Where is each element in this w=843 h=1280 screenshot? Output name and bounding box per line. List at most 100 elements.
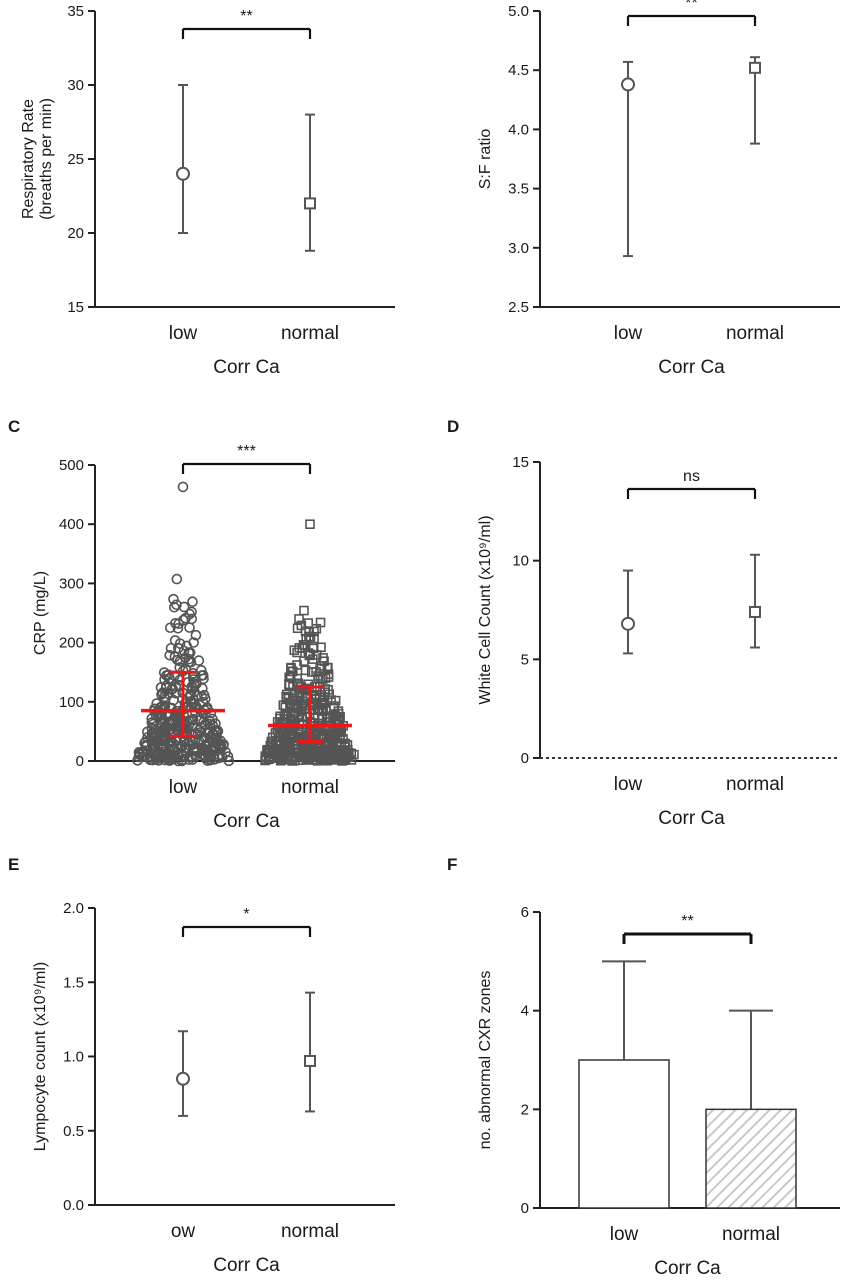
y-tick-label: 0 xyxy=(76,753,84,770)
x-axis-title: Corr Ca xyxy=(213,1255,280,1276)
data-point xyxy=(172,622,184,634)
x-axis-title: Corr Ca xyxy=(654,1258,721,1279)
y-tick-label: 15 xyxy=(67,299,84,316)
data-point xyxy=(294,643,305,653)
significance-bracket: ** xyxy=(626,0,757,26)
data-point xyxy=(330,748,340,758)
data-point xyxy=(183,653,195,665)
data-point xyxy=(171,573,183,585)
y-tick-label: 100 xyxy=(59,694,84,711)
x-tick-label: normal xyxy=(726,774,784,795)
x-tick-label: ow xyxy=(171,1221,196,1242)
data-point xyxy=(188,744,199,756)
data-point xyxy=(160,693,171,705)
significance-label: *** xyxy=(237,443,256,460)
y-tick-label: 5 xyxy=(521,651,529,668)
x-axis-title: Corr Ca xyxy=(213,811,280,832)
data-point xyxy=(161,750,172,762)
y-axis-title: no. abnormal CXR zones xyxy=(477,971,494,1150)
data-point xyxy=(316,698,327,709)
data-point xyxy=(223,755,235,767)
data-point xyxy=(309,633,319,644)
data-point xyxy=(297,700,308,710)
significance-label: ** xyxy=(240,8,252,25)
significance-bracket: * xyxy=(181,906,312,937)
data-point xyxy=(186,606,197,618)
y-tick-label: 0 xyxy=(521,1200,529,1217)
panel-letter: D xyxy=(447,417,459,436)
x-tick-label: low xyxy=(614,323,643,344)
data-point xyxy=(161,680,172,692)
error-bar xyxy=(621,60,635,258)
y-axis-title-line: (breaths per min) xyxy=(38,98,55,220)
y-tick-label: 400 xyxy=(59,516,84,533)
median-marker-square xyxy=(749,605,761,618)
data-point xyxy=(193,655,205,666)
y-tick-label: 0 xyxy=(521,750,529,767)
data-point-max xyxy=(177,481,189,493)
y-tick-label: 0.0 xyxy=(63,1197,84,1214)
data-point xyxy=(334,722,344,733)
y-tick-label: 30 xyxy=(67,77,84,94)
data-point xyxy=(326,695,336,705)
x-tick-label: low xyxy=(614,774,643,795)
data-point xyxy=(203,750,214,762)
data-point xyxy=(186,681,198,692)
significance-label: ** xyxy=(685,0,697,12)
median-marker-circle xyxy=(621,616,635,631)
data-point xyxy=(178,601,190,613)
y-axis-title: CRP (mg/L) xyxy=(32,571,49,655)
y-tick-label: 4.5 xyxy=(508,62,529,79)
data-point xyxy=(265,752,276,763)
data-point xyxy=(157,716,168,727)
data-point xyxy=(340,746,350,757)
significance-bracket: ns xyxy=(626,468,757,499)
data-point xyxy=(333,706,344,716)
error-bar xyxy=(176,1030,190,1117)
data-point xyxy=(209,754,220,765)
bar-group xyxy=(705,1009,797,1209)
error-bar xyxy=(749,56,761,145)
data-point xyxy=(172,751,184,762)
error-bar xyxy=(141,670,225,738)
error-bar xyxy=(621,569,635,655)
data-point xyxy=(172,654,183,666)
data-point xyxy=(171,599,182,611)
data-point xyxy=(211,724,223,736)
y-tick-label: 3.5 xyxy=(508,181,529,198)
data-point xyxy=(207,713,218,725)
data-point xyxy=(190,707,201,718)
error-bar xyxy=(176,84,190,234)
bar-group xyxy=(578,960,670,1209)
data-point xyxy=(164,622,176,634)
data-point xyxy=(302,748,312,758)
y-tick-label: 25 xyxy=(67,151,84,168)
x-tick-label: normal xyxy=(722,1224,780,1245)
data-point xyxy=(154,727,165,739)
data-point xyxy=(218,740,229,752)
data-point xyxy=(159,748,171,760)
y-tick-label: 20 xyxy=(67,225,84,242)
data-point xyxy=(165,642,177,654)
significance-bracket: ** xyxy=(622,913,753,944)
data-point xyxy=(184,647,196,658)
y-tick-label: 2 xyxy=(521,1101,529,1118)
data-point xyxy=(173,642,184,654)
data-point xyxy=(150,754,162,766)
y-axis-title: White Cell Count (x10⁹/ml) xyxy=(477,515,494,704)
x-tick-label: low xyxy=(169,323,198,344)
error-bar xyxy=(749,553,761,649)
data-point xyxy=(284,679,294,690)
panel-letter: E xyxy=(8,855,19,874)
data-point xyxy=(300,640,310,650)
data-point xyxy=(311,650,322,660)
data-point xyxy=(200,693,211,705)
data-point xyxy=(315,617,326,628)
y-tick-label: 5.0 xyxy=(508,3,529,20)
y-tick-label: 4 xyxy=(521,1003,529,1020)
data-point xyxy=(300,665,311,676)
